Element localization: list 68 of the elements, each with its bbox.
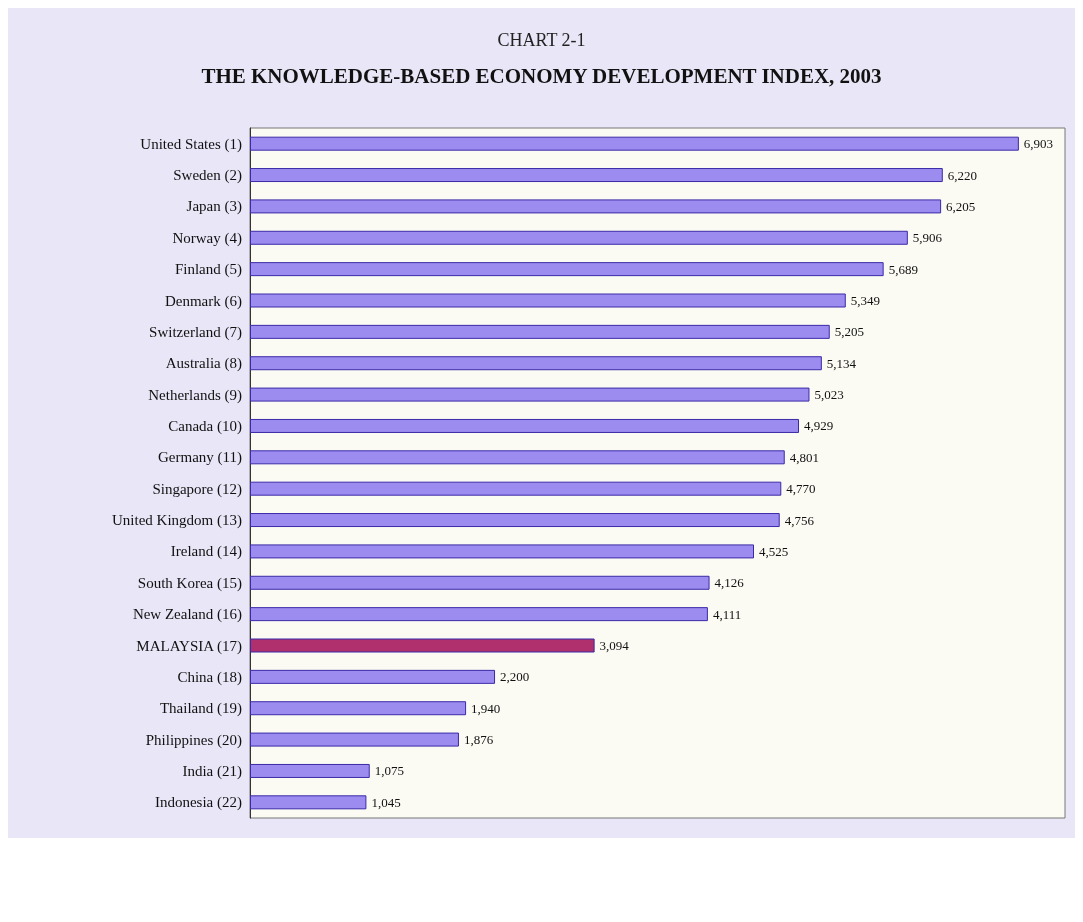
bar — [250, 168, 943, 183]
data-label: 4,929 — [804, 418, 834, 434]
y-tick-label: South Korea (15) — [137, 574, 242, 592]
y-tick-label: China (18) — [177, 668, 242, 686]
y-tick-label: Switzerland (7) — [149, 323, 242, 341]
bar — [250, 418, 799, 433]
y-tick-label: Thailand (19) — [159, 700, 242, 718]
data-label: 6,903 — [1023, 136, 1054, 152]
data-label: 5,349 — [850, 293, 881, 308]
y-tick-label: Singapore (12) — [152, 480, 242, 498]
data-label: 4,770 — [786, 481, 816, 497]
bar — [250, 607, 708, 622]
chart-title: CHART 2-1 — [497, 30, 586, 50]
data-label: 6,220 — [947, 167, 978, 183]
data-label: 2,200 — [500, 669, 530, 685]
y-tick-label: Canada (10) — [168, 417, 242, 435]
data-label: 5,689 — [888, 261, 918, 277]
y-tick-label: New Zealand (16) — [132, 606, 242, 624]
data-label: 3,094 — [599, 638, 630, 653]
data-label: 5,023 — [814, 387, 844, 403]
bar — [250, 795, 367, 810]
bar — [250, 136, 1019, 151]
data-label: 4,126 — [714, 575, 745, 591]
bar — [250, 763, 370, 778]
data-label: 5,906 — [912, 230, 943, 246]
data-label: 4,525 — [759, 543, 789, 559]
y-tick-label: Ireland (14) — [170, 543, 242, 561]
data-label: 4,111 — [712, 606, 742, 622]
bar — [250, 324, 830, 339]
bar — [250, 293, 846, 308]
data-label: 1,045 — [371, 794, 401, 810]
data-label: 6,205 — [946, 198, 976, 214]
bar — [250, 669, 496, 684]
bar — [250, 262, 884, 277]
bar — [250, 481, 782, 496]
y-tick-label: India (21) — [182, 762, 242, 780]
y-tick-label: Indonesia (22) — [154, 794, 242, 812]
y-tick-label: United States (1) — [140, 135, 242, 153]
bar — [250, 575, 710, 590]
data-label: 4,756 — [784, 512, 815, 528]
bar — [250, 701, 467, 716]
y-tick-label: Netherlands (9) — [148, 386, 242, 404]
y-tick-label: Norway (4) — [172, 229, 242, 247]
data-label: 1,940 — [471, 700, 501, 716]
bar — [250, 638, 595, 653]
y-tick-label: Sweden (2) — [173, 167, 242, 185]
y-tick-label: Australia (8) — [165, 355, 242, 373]
bar — [250, 544, 754, 559]
data-label: 5,134 — [826, 355, 857, 371]
y-tick-label: Germany (11) — [158, 449, 242, 467]
chart-subtitle: THE KNOWLEDGE-BASED ECONOMY DEVELOPMENT INDEX, 2003 — [201, 63, 882, 88]
y-tick-label: MALAYSIA (17) — [136, 637, 242, 655]
y-tick-label: Japan (3) — [186, 198, 242, 216]
data-label: 1,876 — [463, 732, 494, 748]
bar — [250, 513, 780, 528]
data-label: 4,801 — [789, 449, 819, 465]
bar — [250, 230, 908, 245]
bar — [250, 732, 459, 747]
bar — [250, 356, 822, 371]
bar — [250, 199, 942, 214]
y-tick-label: Finland (5) — [174, 261, 242, 279]
bar — [250, 387, 810, 402]
data-label: 5,205 — [834, 324, 864, 340]
y-tick-label: United Kingdom (13) — [112, 512, 242, 530]
data-label: 1,075 — [374, 763, 404, 779]
y-tick-label: Denmark (6) — [164, 292, 242, 310]
bar — [250, 450, 785, 465]
y-tick-label: Philippines (20) — [145, 731, 242, 749]
